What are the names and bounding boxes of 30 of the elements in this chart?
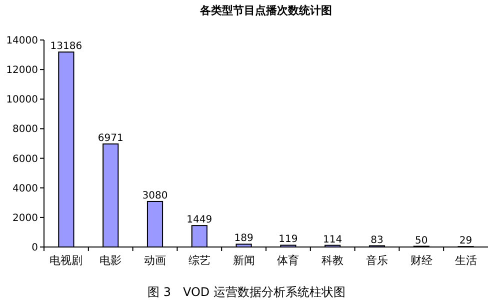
data-label: 3080	[142, 190, 168, 202]
x-tick-label: 电影	[100, 254, 122, 267]
y-tick-label: 0	[32, 242, 38, 254]
x-tick-label: 音乐	[366, 254, 388, 267]
x-tick-label: 电视剧	[50, 254, 83, 267]
y-tick-label: 8000	[12, 124, 38, 136]
x-tick-label: 生活	[454, 254, 477, 267]
data-label: 29	[459, 236, 472, 247]
x-tick-label: 新闻	[232, 254, 255, 267]
y-tick-label: 14000	[6, 36, 38, 46]
data-label: 50	[415, 235, 428, 246]
y-tick-label: 10000	[6, 94, 38, 106]
y-tick-label: 12000	[6, 65, 38, 76]
y-tick-label: 6000	[12, 154, 38, 165]
x-tick-label: 科教	[322, 254, 344, 267]
y-tick-label: 2000	[12, 212, 38, 224]
y-tick-label: 4000	[12, 183, 38, 194]
x-tick-label: 体育	[277, 254, 300, 267]
x-tick-label: 综艺	[188, 254, 210, 267]
caption: 图 3 VOD 运营数据分析系统柱状图	[148, 285, 346, 299]
x-tick-label: 动画	[144, 254, 166, 267]
data-label: 114	[323, 234, 342, 246]
data-label: 83	[370, 234, 384, 246]
data-label: 189	[234, 233, 254, 244]
data-label: 1449	[186, 214, 212, 226]
x-tick-label: 财经	[410, 254, 432, 267]
data-label: 13186	[50, 41, 82, 52]
chart-title: 各类型节目点播次数统计图	[199, 4, 332, 17]
data-label: 119	[278, 234, 298, 246]
data-label: 6971	[98, 132, 124, 144]
